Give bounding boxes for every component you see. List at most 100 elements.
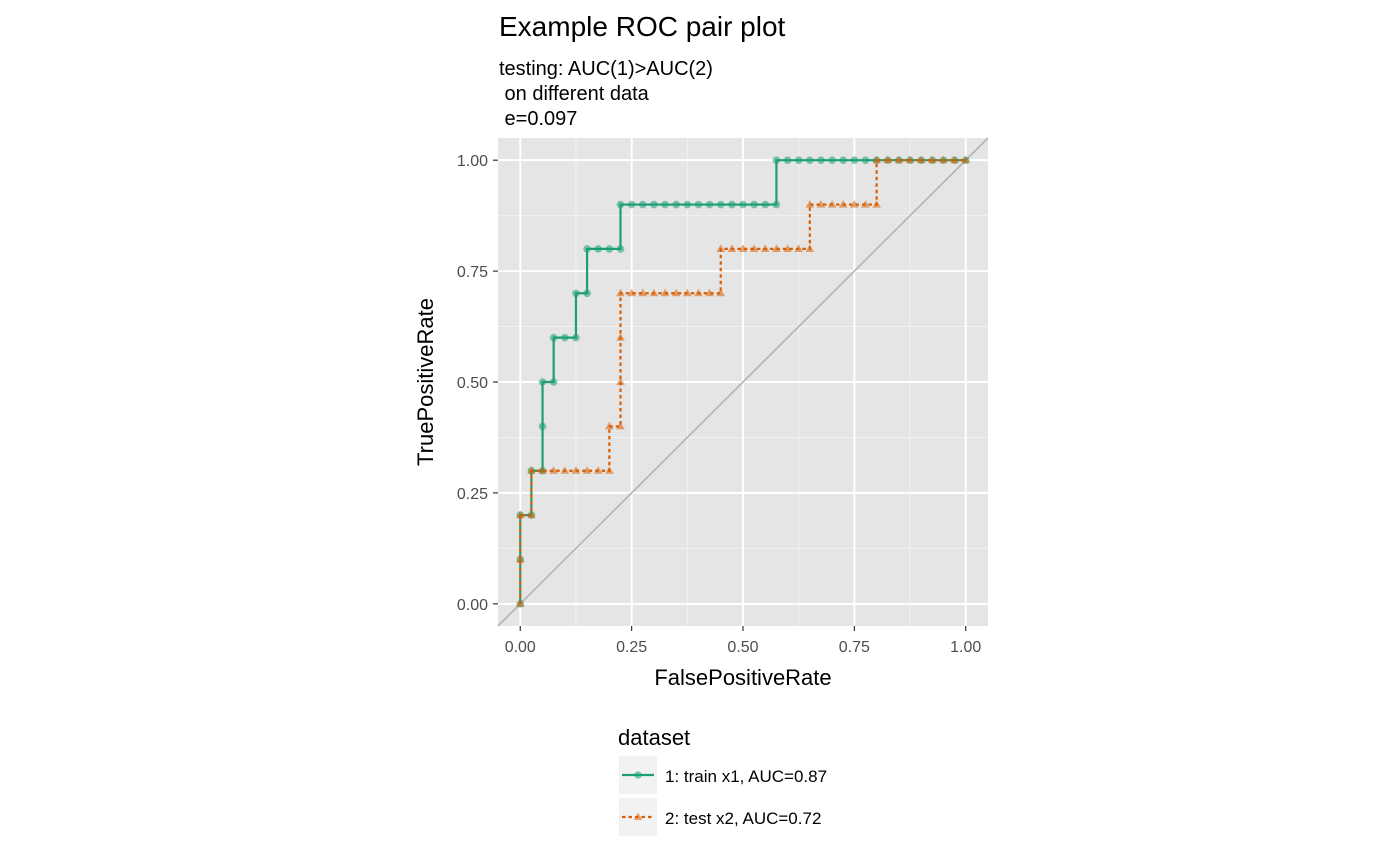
point-marker-circle: [783, 156, 792, 164]
point-marker-triangle: [705, 288, 714, 297]
point-marker-triangle: [861, 200, 870, 208]
point-marker-circle: [850, 156, 859, 164]
point-marker-triangle: [772, 244, 781, 252]
point-marker-triangle: [783, 244, 792, 252]
point-marker-triangle: [638, 288, 648, 297]
point-marker-circle: [616, 200, 625, 209]
point-marker-circle: [572, 333, 580, 342]
point-marker-triangle: [816, 200, 826, 208]
point-marker-circle: [772, 200, 781, 209]
point-marker-circle: [594, 245, 603, 253]
point-marker-triangle: [727, 244, 737, 252]
x-tick-label: 0.50: [727, 639, 758, 656]
point-marker-triangle: [794, 244, 804, 252]
diagonal-line: [497, 137, 989, 627]
point-marker-triangle: [660, 288, 670, 297]
point-marker-triangle: [749, 244, 759, 252]
legend-keys: [622, 771, 654, 821]
point-marker-circle: [634, 771, 642, 779]
x-axis-title: FalsePositiveRate: [654, 665, 831, 690]
legend-label-1: 1: train x1, AUC=0.87: [665, 767, 827, 786]
x-tick-label: 1.00: [950, 639, 981, 656]
y-tick-label: 0.75: [457, 264, 488, 281]
point-marker-circle: [616, 245, 625, 253]
point-marker-triangle: [515, 599, 525, 607]
point-marker-circle: [549, 378, 558, 386]
point-marker-triangle: [760, 244, 770, 252]
point-marker-circle: [627, 200, 636, 209]
point-marker-triangle: [605, 466, 614, 474]
point-marker-triangle: [605, 421, 614, 430]
point-marker-circle: [650, 200, 658, 209]
point-marker-triangle: [616, 377, 625, 386]
point-marker-circle: [538, 378, 547, 386]
point-marker-circle: [549, 333, 558, 342]
point-marker-triangle: [560, 466, 570, 474]
point-marker-circle: [638, 200, 647, 209]
point-marker-triangle: [894, 155, 904, 164]
point-marker-triangle: [682, 288, 692, 297]
point-marker-triangle: [616, 421, 625, 430]
point-marker-circle: [716, 200, 725, 209]
y-tick-label: 1.00: [457, 153, 488, 170]
point-marker-circle: [806, 156, 814, 164]
point-marker-triangle: [961, 155, 971, 164]
chart-subtitle-line-3: e=0.097: [499, 108, 577, 130]
point-marker-triangle: [916, 155, 926, 164]
point-marker-triangle: [515, 510, 525, 519]
point-marker-circle: [572, 289, 580, 298]
point-marker-circle: [605, 245, 614, 253]
point-marker-triangle: [582, 466, 592, 474]
axis-ticks: 0.00 0.25 0.50 0.75 1.00 0.00 0.25 0.50 0.75 1.00: [457, 153, 982, 656]
point-marker-circle: [705, 200, 714, 209]
point-marker-triangle: [633, 812, 643, 821]
point-marker-triangle: [905, 155, 915, 164]
point-marker-triangle: [850, 200, 859, 208]
point-marker-circle: [839, 156, 848, 164]
point-marker-circle: [772, 156, 781, 164]
x-tick-label: 0.00: [505, 639, 536, 656]
chart-title: Example ROC pair plot: [499, 11, 786, 42]
legend-label-2: 2: test x2, AUC=0.72: [665, 809, 821, 828]
point-marker-circle: [761, 200, 770, 209]
point-marker-triangle: [838, 200, 848, 208]
point-marker-circle: [728, 200, 736, 209]
y-tick-label: 0.25: [457, 486, 488, 503]
point-marker-triangle: [671, 288, 681, 297]
point-marker-triangle: [616, 288, 625, 297]
point-marker-triangle: [538, 466, 547, 474]
point-marker-circle: [583, 289, 591, 298]
point-marker-circle: [817, 156, 825, 164]
point-marker-circle: [861, 156, 870, 164]
point-marker-triangle: [927, 155, 937, 164]
point-marker-circle: [683, 200, 692, 209]
series-layer: [515, 155, 971, 608]
y-tick-label: 0.00: [457, 597, 488, 614]
point-marker-triangle: [694, 288, 703, 297]
point-marker-triangle: [527, 510, 536, 519]
x-tick-label: 0.25: [616, 639, 647, 656]
y-axis-title: TruePositiveRate: [413, 298, 438, 466]
point-marker-triangle: [805, 200, 815, 208]
point-marker-triangle: [883, 155, 893, 164]
y-tick-label: 0.50: [457, 375, 488, 392]
point-marker-circle: [694, 200, 703, 209]
point-marker-triangle: [939, 155, 948, 164]
legend-title: dataset: [618, 725, 690, 750]
point-marker-triangle: [527, 466, 536, 474]
point-marker-circle: [672, 200, 680, 209]
point-marker-triangle: [872, 155, 881, 164]
point-marker-circle: [750, 200, 758, 209]
series-2: [515, 155, 971, 607]
point-marker-triangle: [627, 288, 636, 297]
point-marker-circle: [583, 245, 591, 253]
x-tick-label: 0.75: [839, 639, 870, 656]
point-marker-triangle: [950, 155, 959, 164]
point-marker-triangle: [616, 333, 625, 341]
point-marker-triangle: [716, 288, 726, 297]
chart-subtitle-line-2: on different data: [499, 83, 650, 105]
reference-diagonal: [497, 137, 989, 627]
point-marker-triangle: [805, 244, 815, 252]
point-marker-triangle: [549, 466, 559, 474]
